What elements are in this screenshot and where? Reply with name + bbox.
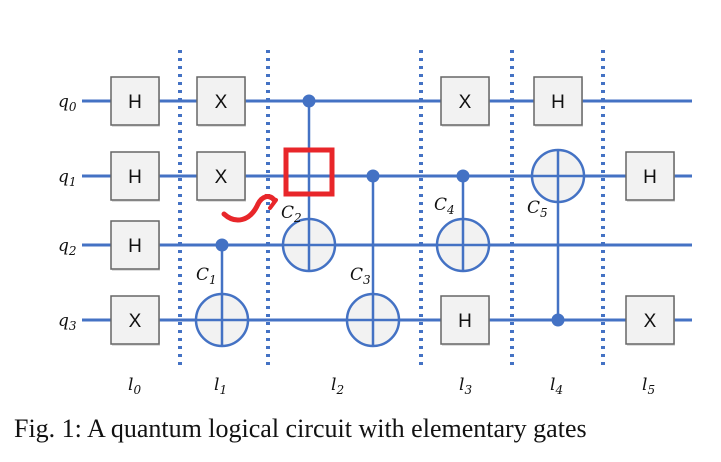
svg-text:X: X <box>215 92 228 113</box>
cnot-c5 <box>530 148 586 327</box>
layer-label-l3: l3 <box>459 375 472 397</box>
cnot-c3 <box>345 169 401 348</box>
qubit-label-q1: q1 <box>58 167 77 189</box>
qubit-label-q0: q0 <box>58 92 77 114</box>
cnot-c2 <box>281 94 337 273</box>
svg-text:H: H <box>128 236 142 257</box>
gate-h-q1-l0: H <box>110 151 160 202</box>
gate-h-q1-l5: H <box>625 151 675 202</box>
gate-h-q2-l0: H <box>110 220 160 271</box>
gate-h-q3-l3: H <box>440 295 490 346</box>
svg-text:X: X <box>215 167 228 188</box>
qubit-labels: q0 q1 q2 q3 <box>58 92 77 333</box>
cnot-label-c4: C4 <box>434 195 455 217</box>
cnot-label-c5: C5 <box>527 198 548 220</box>
svg-text:X: X <box>644 311 657 332</box>
gate-x-q0-l3: X <box>440 76 490 127</box>
figure-caption: Fig. 1: A quantum logical circuit with e… <box>14 414 587 443</box>
highlight-annotation <box>221 147 335 223</box>
layer-labels: l0 l1 l2 l3 l4 l5 <box>128 375 655 397</box>
svg-text:H: H <box>128 167 142 188</box>
control-dot <box>302 94 316 108</box>
cnot-label-c2: C2 <box>281 203 302 225</box>
svg-text:H: H <box>643 167 657 188</box>
control-dot <box>551 313 565 327</box>
cnot-c1 <box>194 238 250 348</box>
layer-label-l5: l5 <box>642 375 655 397</box>
gate-x-q3-l5: X <box>625 295 675 346</box>
layer-label-l4: l4 <box>550 375 563 397</box>
gate-x-q3-l0: X <box>110 295 160 346</box>
svg-text:H: H <box>551 92 565 113</box>
gate-h-q0-l4: H <box>533 76 583 127</box>
highlight-arrowhead <box>264 194 278 210</box>
control-dot <box>366 169 380 183</box>
layer-label-l0: l0 <box>128 375 141 397</box>
svg-text:H: H <box>458 311 472 332</box>
svg-text:H: H <box>128 92 142 113</box>
qubit-label-q3: q3 <box>58 311 77 333</box>
cnot-connectors <box>220 101 560 320</box>
highlight-box <box>283 147 335 197</box>
cnot-c4 <box>435 169 491 273</box>
layer-label-l2: l2 <box>331 375 344 397</box>
control-dot <box>456 169 470 183</box>
svg-text:X: X <box>129 311 142 332</box>
qubit-wires <box>82 99 692 322</box>
layer-label-l1: l1 <box>214 375 227 397</box>
gate-x-q1-l1: X <box>196 151 246 202</box>
gate-x-q0-l1: X <box>196 76 246 127</box>
control-dot <box>215 238 229 252</box>
qubit-label-q2: q2 <box>58 236 77 258</box>
svg-text:X: X <box>459 92 472 113</box>
single-qubit-gates: H H H X X X X H H H X <box>110 76 675 346</box>
gate-h-q0-l0: H <box>110 76 160 127</box>
cnot-label-c1: C1 <box>196 265 217 287</box>
cnot-gates <box>194 94 586 348</box>
cnot-label-c3: C3 <box>350 265 371 287</box>
